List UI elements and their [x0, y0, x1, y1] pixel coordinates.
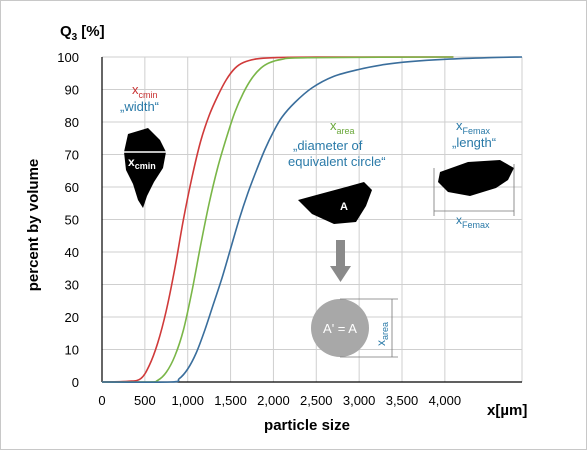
x-tick-label: 1,000 [171, 393, 204, 408]
area-quote-line1: „diameter of [293, 138, 363, 153]
area-shape-label: A [340, 201, 348, 213]
x-axis-label: particle size [264, 417, 350, 434]
area-particle-shape [298, 182, 372, 224]
femax-particle-shape [438, 160, 514, 196]
x-axis-unit: x[µm] [487, 402, 527, 419]
x-tick-label: 1,500 [214, 393, 247, 408]
y-tick-label: 100 [57, 50, 79, 65]
series-line [101, 56, 454, 383]
cmin-title: xcmin [132, 82, 158, 100]
x-tick-label: 500 [134, 393, 156, 408]
y-tick-label: 50 [65, 213, 79, 228]
tick-labels: 0 10 20 30 40 50 60 70 80 90 100 0 500 1,000 1,500 2,00… [57, 50, 461, 408]
x-tick-label: 0 [98, 393, 105, 408]
y-tick-label: 90 [65, 83, 79, 98]
series-lines [101, 56, 523, 384]
annotation-cmin: xcmin „width“ xcmin [120, 82, 166, 208]
y-tick-label: 10 [65, 343, 79, 358]
x-tick-label: 3,000 [343, 393, 376, 408]
femax-bottom-label: xFemax [456, 213, 490, 230]
y-tick-label: 20 [65, 310, 79, 325]
cmin-inner-label: xcmin [128, 155, 156, 171]
femax-title: xFemax [456, 118, 491, 136]
equivalent-circle-label: A' = A [323, 321, 357, 336]
area-quote-line2: equivalent circle“ [288, 154, 386, 169]
annotation-femax: xFemax „length“ xFemax [433, 118, 515, 230]
down-arrow-shaft [336, 240, 345, 268]
cmin-quote: „width“ [120, 99, 159, 114]
series-line [101, 56, 454, 383]
femax-quote: „length“ [452, 135, 496, 150]
equivalent-circle [311, 299, 369, 357]
series-line [101, 56, 523, 384]
down-arrow-head [330, 266, 351, 282]
cmin-particle-shape [124, 128, 166, 208]
annotation-area: xarea „diameter of equivalent circle“ A … [288, 118, 398, 358]
area-vertical-label: xarea [374, 322, 390, 346]
area-title: xarea [330, 118, 355, 136]
y-tick-label: 40 [65, 245, 79, 260]
x-tick-label: 4,000 [429, 393, 462, 408]
x-tick-label: 3,500 [386, 393, 419, 408]
y-axis-symbol: Q3 [%] [60, 23, 105, 43]
y-tick-label: 30 [65, 278, 79, 293]
y-axis-label: percent by volume [25, 159, 42, 292]
x-tick-label: 2,000 [257, 393, 290, 408]
y-tick-label: 80 [65, 115, 79, 130]
x-tick-label: 2,500 [300, 393, 333, 408]
y-tick-label: 70 [65, 148, 79, 163]
y-tick-label: 0 [72, 375, 79, 390]
y-tick-label: 60 [65, 180, 79, 195]
